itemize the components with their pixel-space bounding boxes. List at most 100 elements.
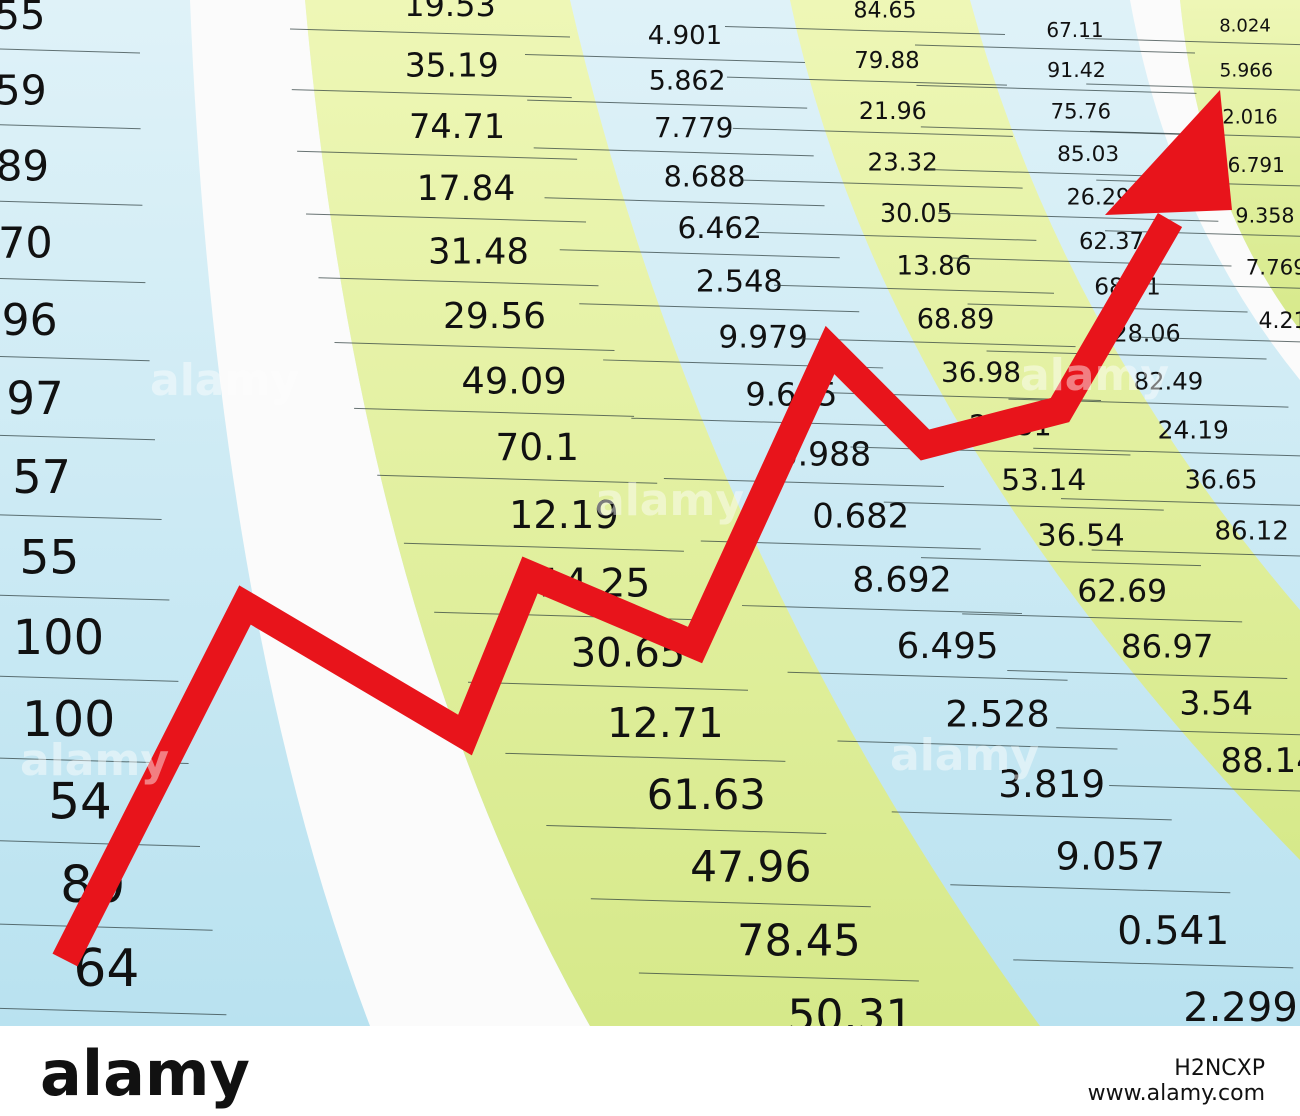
cell: 78.45 <box>737 917 861 967</box>
cell: 12.19 <box>509 493 619 538</box>
watermark: alamy <box>890 730 1039 781</box>
cell: 2.528 <box>945 692 1050 735</box>
cell: 23.32 <box>867 147 937 176</box>
cell: 2.016 <box>1222 105 1277 128</box>
row-line <box>756 231 1037 241</box>
cell: 75.76 <box>1051 98 1111 123</box>
row-line <box>0 200 143 206</box>
row-line <box>334 342 615 351</box>
cell: 13.86 <box>896 252 971 282</box>
row-line <box>1084 38 1300 46</box>
cell: 35.19 <box>405 46 499 84</box>
row-line <box>795 338 1076 348</box>
row-line <box>505 752 786 762</box>
cell: 62.37 <box>1079 229 1144 255</box>
cell: 68.89 <box>917 304 995 335</box>
row-line <box>1033 447 1300 457</box>
image-id: H2NCXP <box>1174 1056 1265 1081</box>
cell: 86.97 <box>1121 628 1213 666</box>
row-line <box>1129 336 1300 343</box>
cell: 82.49 <box>1134 366 1204 395</box>
row-line <box>0 277 146 284</box>
cell: 49.09 <box>461 360 566 403</box>
cell: 5.966 <box>1220 61 1273 82</box>
cell: 100 <box>13 610 105 666</box>
row-line <box>986 350 1267 360</box>
watermark: alamy <box>595 475 744 526</box>
cell: 31.48 <box>428 232 529 273</box>
cell: 9.979 <box>718 319 807 355</box>
row-line <box>1056 727 1300 736</box>
cell: 6.462 <box>677 211 761 245</box>
cell: 54 <box>48 773 112 831</box>
url: www.alamy.com <box>1088 1081 1265 1106</box>
row-line <box>467 681 749 691</box>
row-line <box>306 213 587 223</box>
row-line <box>0 434 156 441</box>
row-line <box>0 757 189 765</box>
row-line <box>1089 130 1300 138</box>
row-line <box>920 126 1201 136</box>
cell: 36.98 <box>941 355 1021 388</box>
row-line <box>0 1007 227 1016</box>
row-line <box>318 277 599 287</box>
cell: 61.63 <box>647 770 766 819</box>
row-line <box>403 542 684 552</box>
cell: 96 <box>2 295 58 346</box>
cell: 7.769 <box>1246 255 1300 280</box>
cell: 84.65 <box>854 0 917 24</box>
row-line <box>883 501 1164 511</box>
row-line <box>0 594 170 601</box>
row-line <box>850 446 1131 456</box>
row-line <box>1086 83 1300 91</box>
row-line <box>590 898 871 908</box>
row-line <box>724 26 1006 35</box>
row-line <box>524 54 806 63</box>
cell: 9.358 <box>1235 203 1294 227</box>
row-line <box>559 249 840 259</box>
cell: 62.69 <box>1077 573 1167 609</box>
cell: 97 <box>6 372 63 425</box>
cell: 89 <box>0 142 49 191</box>
cell: 53.14 <box>1001 463 1086 498</box>
green-band <box>1180 0 1300 330</box>
cell: 47.96 <box>690 843 811 892</box>
row-line <box>962 613 1243 623</box>
cell: 86.12 <box>1214 517 1288 547</box>
row-line <box>726 76 1007 86</box>
cell: 19.53 <box>404 0 496 24</box>
cell: 7.779 <box>654 111 733 144</box>
row-line <box>732 127 1013 137</box>
cell: 6.495 <box>897 626 999 667</box>
cell: 100 <box>22 691 116 748</box>
row-line <box>920 557 1202 567</box>
row-line <box>741 605 1023 615</box>
arrow-head <box>1105 90 1232 215</box>
footer-bar <box>0 1026 1300 1116</box>
white-gap <box>190 0 590 1026</box>
cell: 36.65 <box>1185 465 1258 495</box>
cell: 3.54 <box>1179 684 1253 723</box>
row-line <box>891 811 1172 821</box>
row-line <box>579 303 860 313</box>
row-line <box>916 84 1197 94</box>
cell: 57 <box>12 450 71 504</box>
trend-arrow <box>52 90 1232 967</box>
row-line <box>1091 549 1300 557</box>
row-line <box>291 89 572 99</box>
cell: 17.84 <box>417 169 515 209</box>
row-line <box>0 356 150 362</box>
cell: 4.901 <box>648 21 722 51</box>
row-line <box>297 150 578 160</box>
cell: 24.19 <box>1158 415 1229 444</box>
row-line <box>938 212 1219 222</box>
cell: 70 <box>0 218 53 268</box>
cell: 2.299 <box>1183 985 1298 1031</box>
cell: 88.14 <box>1220 741 1300 781</box>
cell: 36.54 <box>1037 518 1125 553</box>
green-band <box>790 0 1300 860</box>
row-line <box>837 740 1118 750</box>
row-line <box>377 474 658 484</box>
row-line <box>951 257 1232 267</box>
